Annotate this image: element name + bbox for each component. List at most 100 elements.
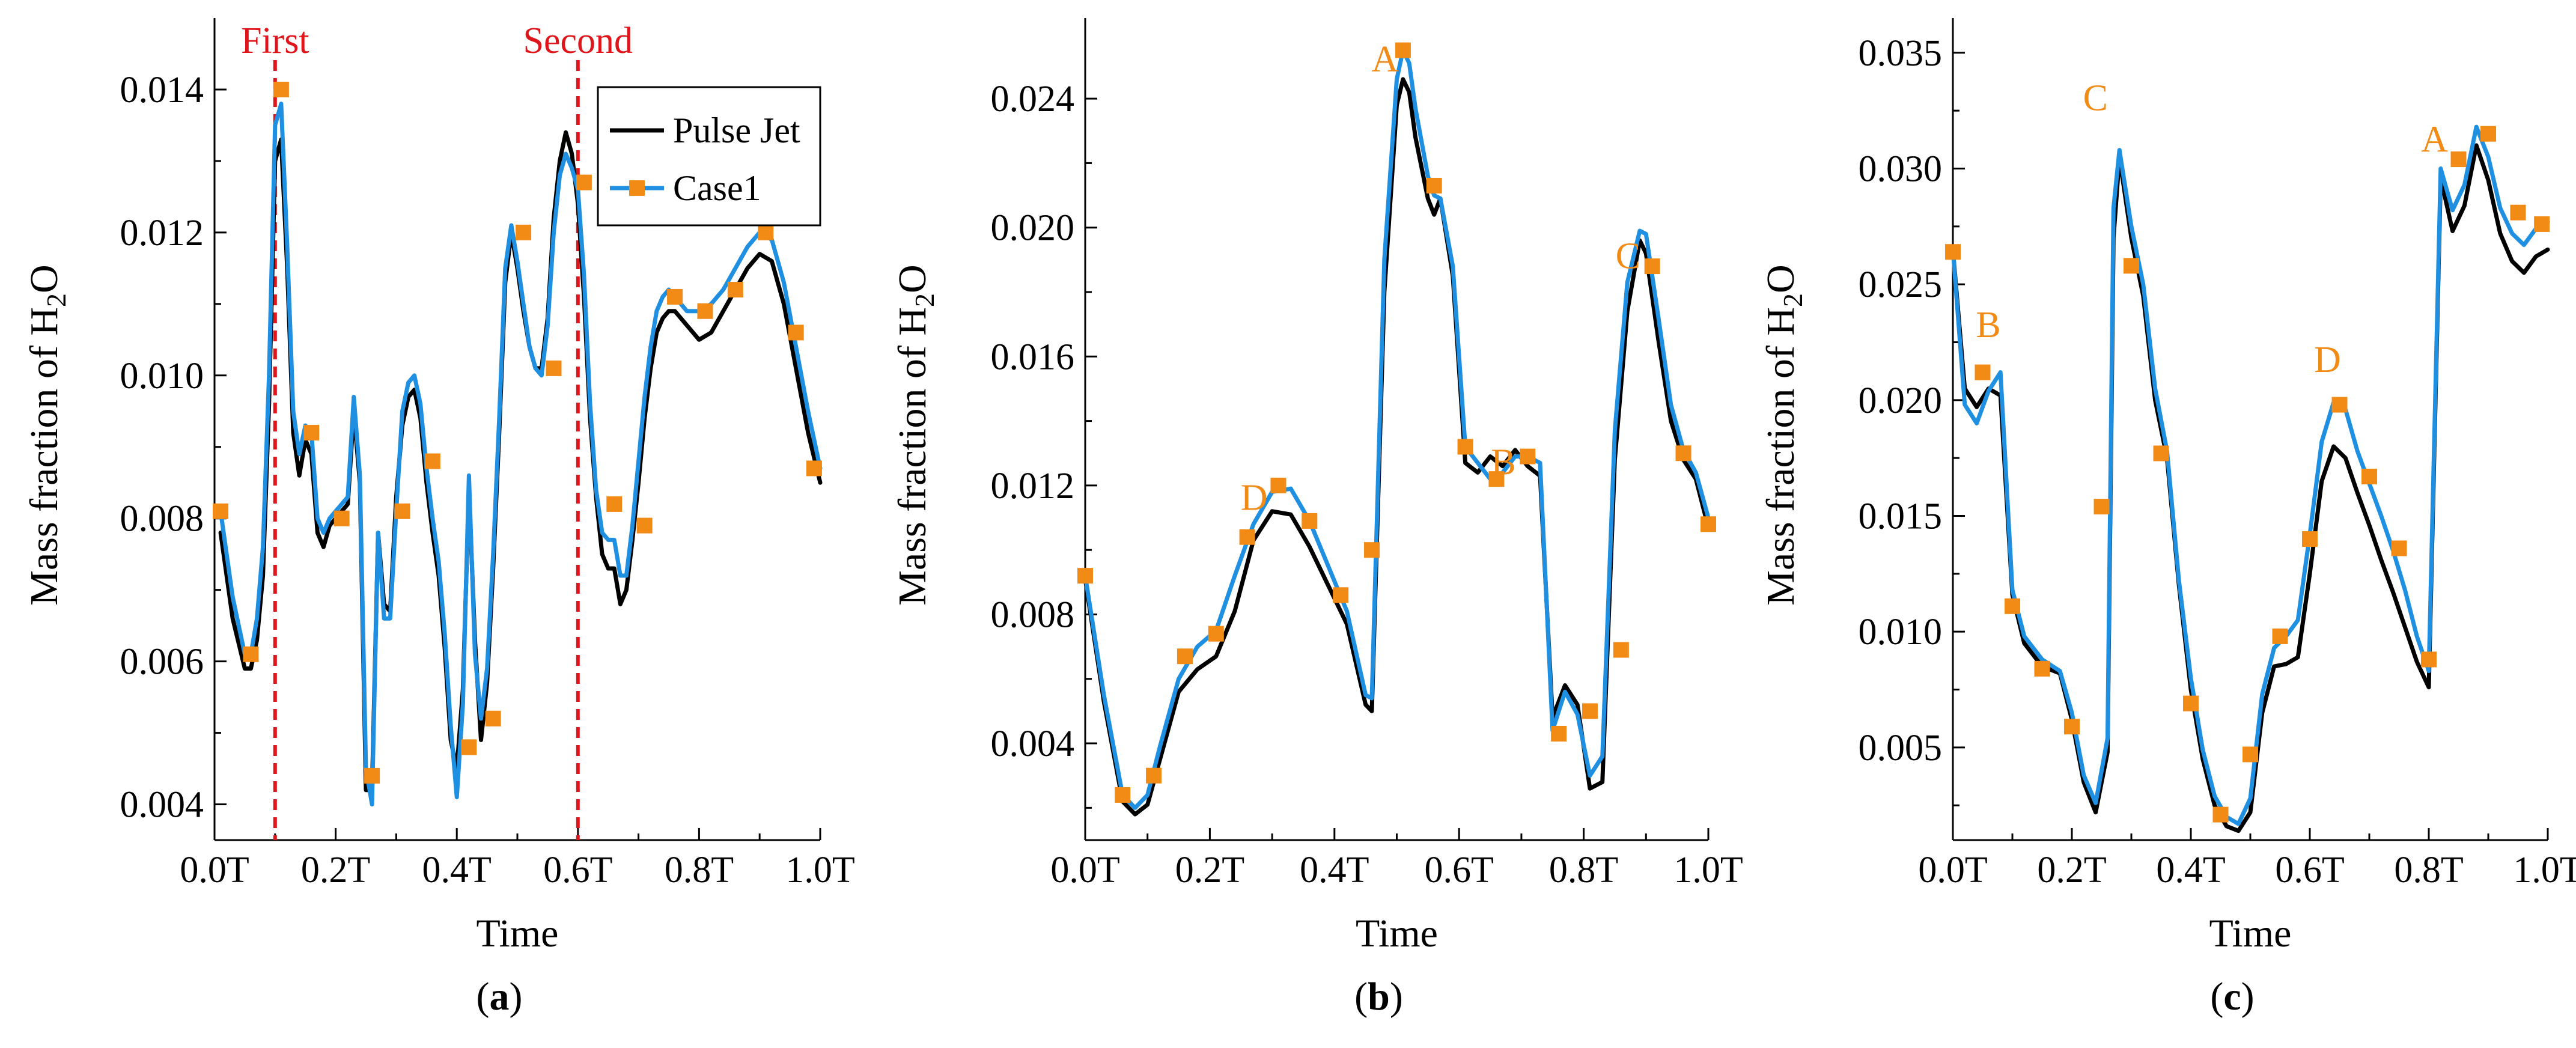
case1-marker (2183, 695, 2199, 711)
y-tick-label: 0.016 (991, 337, 1075, 377)
annotation-label: A (2421, 120, 2448, 160)
series-line-case1 (218, 102, 823, 806)
case1-marker (243, 646, 259, 662)
y-tick-label: 0.010 (1859, 612, 1943, 653)
panel-label: (c) (2210, 975, 2254, 1019)
y-tick-label: 0.020 (991, 208, 1075, 249)
case1-marker (2064, 719, 2080, 735)
panel-c: 0.0T 0.2T 0.4T 0.6T 0.8T 1.0T 0.005 0.010 0.015 0… (1759, 18, 2576, 1019)
case1-marker (2421, 651, 2437, 668)
case1-marker (1364, 542, 1380, 558)
panel-label-letter: b (1368, 975, 1390, 1019)
x-tick-label: 0.8T (2394, 850, 2463, 891)
case1-marker (2361, 468, 2377, 484)
panel-label-letter: a (490, 975, 510, 1019)
annotation-label: B (1976, 305, 2000, 346)
x-tick-label: 1.0T (1673, 850, 1743, 891)
case1-marker (2153, 445, 2169, 462)
y-tick-label: 0.012 (991, 466, 1075, 507)
case1-marker (636, 517, 653, 534)
case1-marker (2450, 151, 2467, 168)
y-axis-label-end: O (22, 264, 66, 293)
y-axis-label-sub: 2 (909, 293, 940, 307)
case1-marker (758, 224, 774, 240)
case1-marker (1488, 471, 1505, 487)
case1-marker (333, 510, 350, 526)
annotation-label: D (2314, 340, 2341, 380)
y-tick-label: 0.014 (120, 70, 204, 111)
legend-label-pulse-jet: Pulse Jet (673, 111, 800, 150)
case1-marker (2534, 216, 2550, 232)
case1-marker (1945, 244, 1961, 260)
x-tick-label: 0.8T (1549, 850, 1618, 891)
x-tick-label: 0.2T (1175, 850, 1244, 891)
y-tick-label: 0.035 (1859, 33, 1943, 74)
panel-label-close: ) (510, 975, 523, 1019)
y-tick-label: 0.015 (1859, 496, 1943, 537)
case1-marker (606, 496, 623, 512)
case1-marker (273, 81, 289, 97)
case1-marker (1582, 703, 1598, 719)
case1-marker (2480, 126, 2496, 142)
case1-marker (1426, 177, 1442, 193)
case1-marker (2331, 397, 2348, 413)
case1-marker (394, 503, 410, 519)
case1-marker (2034, 660, 2050, 677)
x-tick-label: 0.2T (2037, 850, 2106, 891)
case1-marker (424, 453, 440, 469)
case1-marker (1613, 642, 1629, 658)
y-axis-label: Mass fraction of H2O (22, 264, 72, 605)
y-axis-label-end: O (891, 264, 934, 293)
case1-marker (516, 224, 532, 240)
case1-marker (2124, 258, 2139, 274)
x-tick-label: 1.0T (2513, 850, 2576, 891)
case1-marker (1239, 529, 1255, 545)
y-tick-label: 0.010 (120, 356, 204, 397)
x-tick-label: 0.2T (301, 850, 370, 891)
y-tick-label: 0.004 (120, 785, 204, 826)
x-tick-label: 0.4T (422, 850, 492, 891)
case1-marker (1457, 439, 1473, 455)
case1-marker (2093, 499, 2110, 515)
case1-marker (1077, 568, 1093, 584)
y-tick-label: 0.005 (1859, 728, 1943, 769)
series-line-pulse-jet (1083, 77, 1711, 817)
y-tick-label: 0.025 (1859, 264, 1943, 305)
x-tick-label: 0.0T (1918, 850, 1987, 891)
x-tick-label: 0.6T (543, 850, 612, 891)
y-tick-label: 0.006 (120, 642, 204, 683)
case1-marker (1644, 258, 1660, 275)
panel-label-open: ( (1354, 975, 1368, 1019)
case1-marker (461, 739, 477, 755)
panel-label-close: ) (1390, 975, 1403, 1019)
y-tick-label: 0.008 (120, 499, 204, 540)
x-tick-label: 0.6T (2275, 850, 2344, 891)
y-axis-label-sub: 2 (41, 293, 72, 307)
case1-marker (2243, 746, 2258, 763)
x-tick-label: 0.8T (665, 850, 734, 891)
panel-label: (a) (477, 975, 523, 1019)
panel-label: (b) (1354, 975, 1403, 1019)
y-tick-label: 0.024 (991, 79, 1075, 120)
case1-marker (1551, 725, 1567, 742)
case1-marker (667, 288, 683, 305)
case1-marker (1333, 587, 1349, 603)
case1-marker (576, 174, 592, 190)
case1-marker (1302, 513, 1318, 529)
panel-label-close: ) (2241, 975, 2255, 1019)
case1-marker (1395, 42, 1411, 58)
case1-marker (1146, 767, 1162, 784)
case1-marker (1520, 448, 1536, 465)
annotation-label: B (1491, 442, 1515, 483)
x-tick-label: 1.0T (785, 850, 854, 891)
legend-marker-case1 (629, 180, 645, 196)
case1-marker (1701, 516, 1716, 532)
x-tick-label: 0.6T (1425, 850, 1494, 891)
x-tick-label: 0.4T (2156, 850, 2225, 891)
panel-label-open: ( (2210, 975, 2223, 1019)
annotation-label: A (1371, 39, 1398, 80)
annotation-label: C (1616, 236, 1640, 276)
x-axis-label: Time (477, 912, 559, 955)
case1-marker (2212, 806, 2229, 823)
